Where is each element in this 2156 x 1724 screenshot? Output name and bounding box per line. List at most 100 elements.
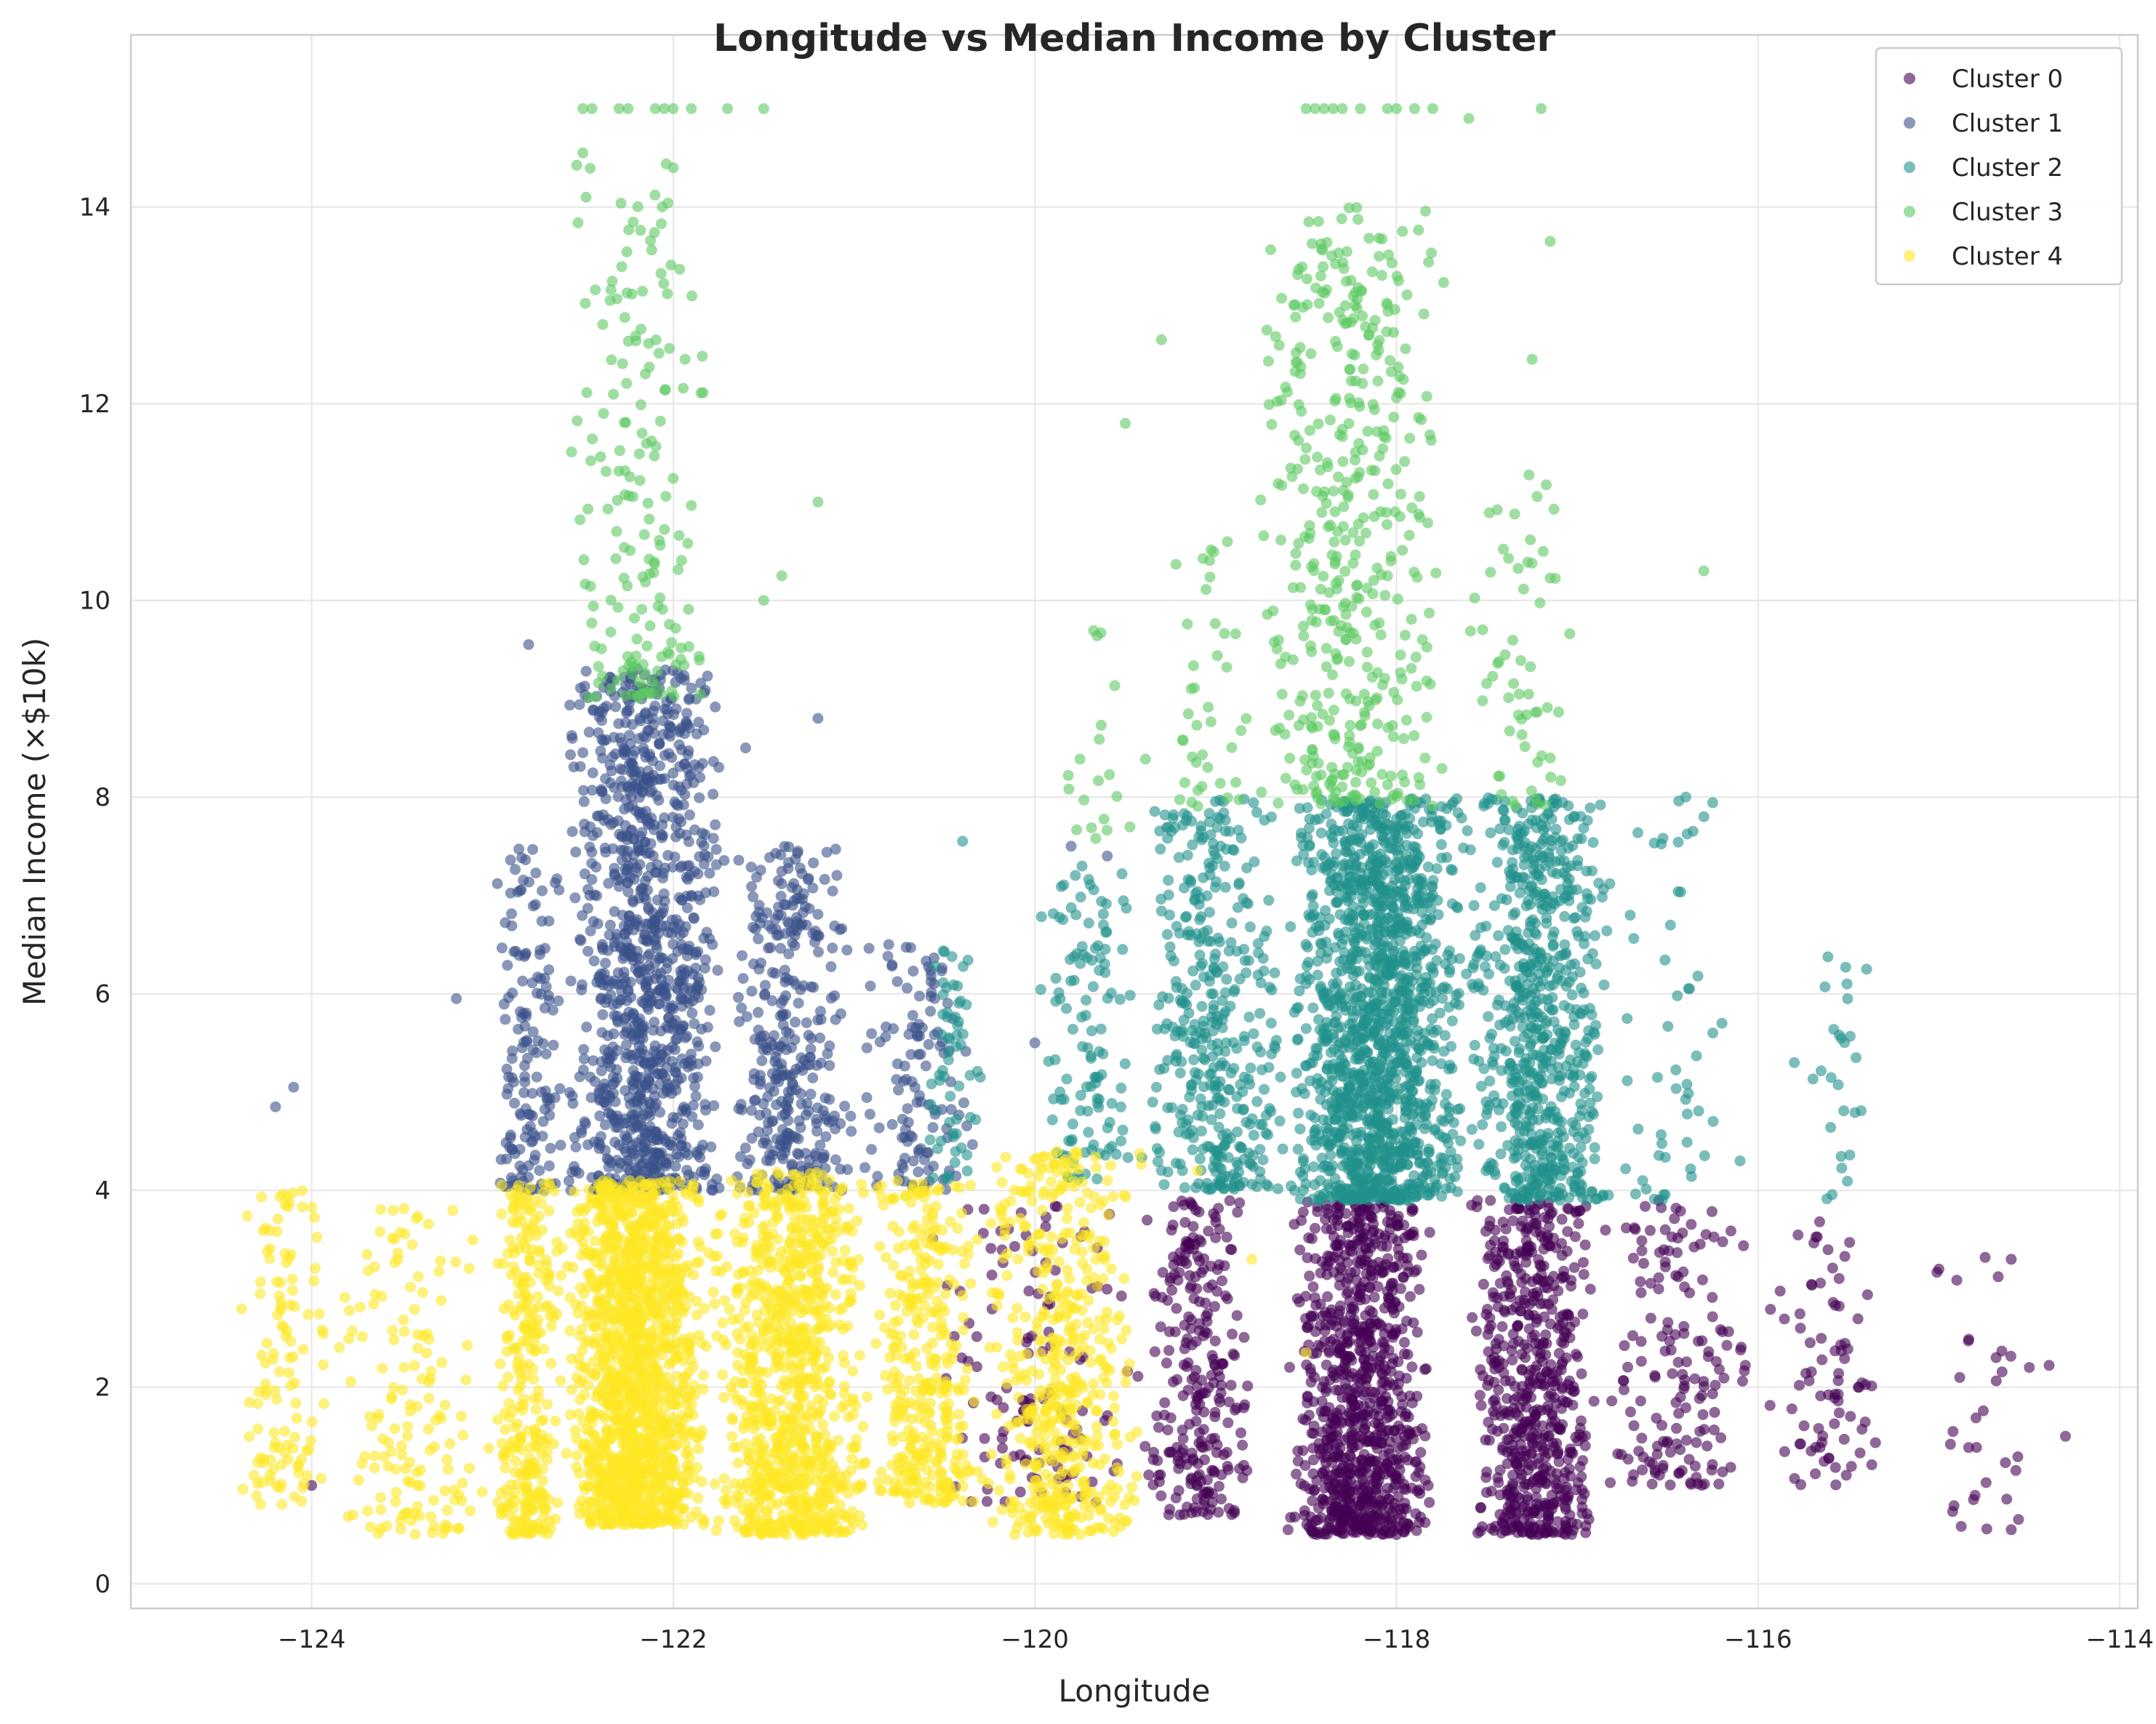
- data-point: [764, 1155, 776, 1166]
- data-point: [578, 1053, 590, 1065]
- data-point: [1219, 1290, 1231, 1302]
- data-point: [516, 1011, 527, 1023]
- data-point: [1349, 1518, 1360, 1530]
- data-point: [1981, 1523, 1992, 1535]
- data-point: [1303, 1232, 1315, 1243]
- data-point: [1510, 1248, 1522, 1259]
- data-point: [1504, 1409, 1515, 1421]
- data-point: [594, 1094, 606, 1106]
- data-point: [1795, 1479, 1806, 1491]
- data-point: [1651, 1412, 1662, 1424]
- data-point: [663, 728, 674, 739]
- data-point: [1209, 1467, 1220, 1478]
- data-point: [686, 682, 697, 694]
- data-point: [1056, 881, 1067, 892]
- data-point: [660, 1136, 671, 1147]
- data-point: [1231, 1310, 1243, 1321]
- data-point: [630, 1070, 641, 1081]
- data-point: [1248, 797, 1259, 809]
- data-point: [827, 886, 838, 897]
- data-point: [1169, 1326, 1181, 1338]
- data-point: [1520, 1286, 1531, 1298]
- data-point: [1462, 825, 1473, 836]
- data-point: [1579, 1488, 1590, 1499]
- data-point: [601, 1053, 612, 1065]
- data-point: [1297, 1206, 1309, 1218]
- data-point: [1483, 1416, 1494, 1428]
- data-point: [1480, 1472, 1492, 1483]
- data-point: [644, 748, 655, 760]
- data-point: [1505, 1517, 1517, 1528]
- data-point: [1168, 1259, 1179, 1271]
- data-point: [1391, 1529, 1402, 1541]
- data-point: [790, 1017, 801, 1028]
- data-point: [1545, 1422, 1557, 1433]
- data-point: [1853, 1382, 1864, 1393]
- data-point: [578, 1043, 590, 1055]
- data-point: [648, 705, 660, 717]
- data-point: [1149, 806, 1161, 817]
- data-point: [708, 886, 720, 897]
- data-point: [649, 915, 660, 926]
- data-point: [679, 728, 691, 739]
- data-point: [1963, 1334, 1975, 1345]
- data-point: [514, 1144, 526, 1155]
- data-point: [1398, 1336, 1410, 1348]
- data-point: [1384, 1205, 1395, 1216]
- data-point: [1708, 1231, 1720, 1243]
- data-point: [1219, 860, 1230, 872]
- data-point: [770, 923, 782, 935]
- data-point: [1251, 806, 1262, 818]
- data-point: [577, 747, 589, 758]
- data-point: [1399, 1451, 1411, 1463]
- data-point: [1572, 1351, 1583, 1363]
- data-point: [1765, 1304, 1776, 1315]
- data-point: [1339, 1517, 1350, 1529]
- data-point: [1523, 1246, 1535, 1257]
- data-point: [1055, 1094, 1067, 1105]
- data-point: [986, 1270, 998, 1280]
- data-point: [673, 1129, 684, 1141]
- data-point: [1331, 1523, 1342, 1535]
- data-point: [1567, 1400, 1579, 1411]
- data-point: [945, 1104, 957, 1115]
- data-point: [1954, 1371, 1965, 1383]
- data-point: [1694, 1392, 1705, 1404]
- data-point: [691, 728, 702, 739]
- data-point: [542, 1094, 553, 1106]
- data-point: [501, 1153, 513, 1165]
- data-point: [1337, 1478, 1349, 1489]
- data-point: [735, 1099, 747, 1110]
- data-point: [1205, 1079, 1217, 1091]
- data-point: [1221, 1231, 1233, 1243]
- data-point: [880, 1031, 891, 1043]
- data-point: [1172, 1275, 1184, 1286]
- data-point: [1237, 1472, 1249, 1483]
- data-point: [1223, 1396, 1235, 1408]
- data-point: [597, 753, 609, 764]
- data-point: [1352, 1291, 1364, 1302]
- data-point: [1243, 1158, 1255, 1169]
- data-point: [1167, 812, 1179, 824]
- data-point: [1856, 1424, 1868, 1435]
- data-point: [1404, 1390, 1416, 1402]
- data-point: [796, 868, 808, 880]
- data-point: [1376, 1240, 1387, 1252]
- data-point: [660, 1158, 672, 1169]
- data-point: [1371, 1464, 1383, 1476]
- data-point: [622, 781, 633, 793]
- data-point: [1315, 1512, 1327, 1523]
- data-point: [1467, 1312, 1478, 1323]
- data-point: [520, 1103, 532, 1115]
- data-point: [507, 987, 518, 999]
- data-point: [1241, 897, 1252, 908]
- data-point: [1688, 1241, 1700, 1253]
- data-point: [1164, 909, 1175, 921]
- data-point: [1364, 1304, 1376, 1316]
- data-point: [924, 1134, 936, 1146]
- data-point: [945, 1091, 956, 1102]
- data-point: [835, 1163, 846, 1175]
- data-point: [763, 942, 774, 954]
- data-point: [1089, 1071, 1101, 1083]
- data-point: [638, 1098, 649, 1110]
